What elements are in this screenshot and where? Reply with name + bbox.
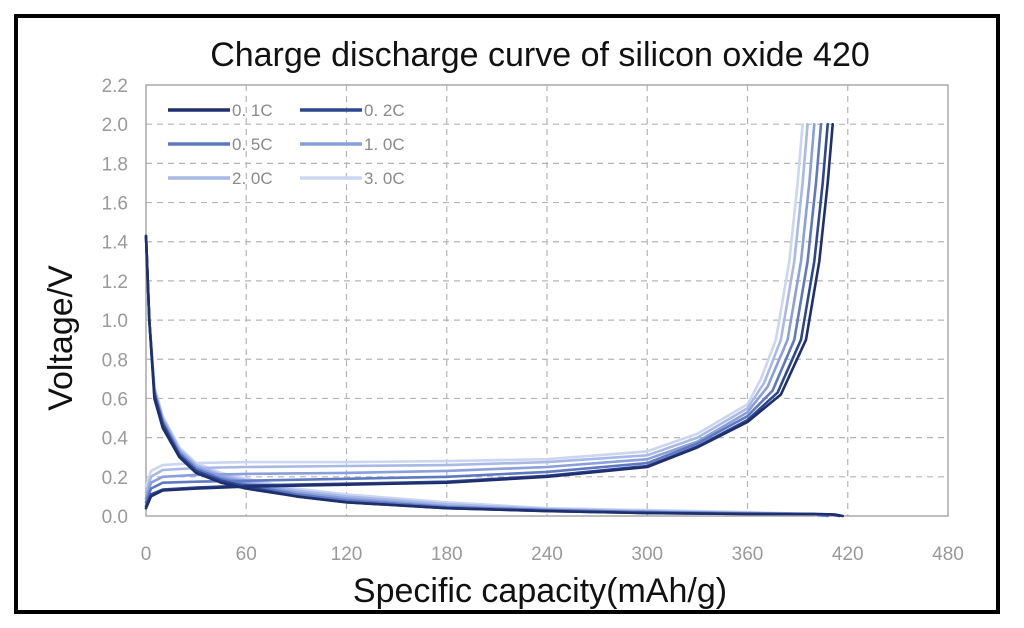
y-tick-label: 1.6	[102, 194, 128, 215]
legend-label: 0. 1C	[232, 101, 273, 120]
y-tick-label: 0.6	[102, 389, 128, 410]
legend-item: 0. 5C	[168, 135, 273, 154]
y-tick-label: 0.0	[102, 507, 128, 528]
x-tick-label: 180	[431, 544, 463, 565]
y-tick-label: 2.2	[102, 76, 128, 97]
x-tick-label: 240	[531, 544, 563, 565]
series-line-discharge	[144, 234, 845, 518]
plot-area	[145, 84, 949, 517]
legend: 0. 1C 0. 2C 0. 5C 1. 0C 2. 0C 3. 0C	[168, 101, 405, 188]
y-tick-label: 1.0	[102, 311, 128, 332]
series-layer	[144, 122, 845, 518]
grid	[146, 85, 948, 516]
legend-item: 0. 1C	[168, 101, 273, 120]
legend-item: 3. 0C	[300, 169, 405, 188]
y-tick-label: 1.4	[102, 233, 129, 254]
series-line-charge	[144, 122, 823, 504]
x-tick-label: 360	[732, 544, 764, 565]
x-tick-label: 120	[331, 544, 363, 565]
tick-labels: 0 60 120 180 240 300 360 420 480 0.0 0.2 0.4 0.6 0.8 1…	[102, 76, 964, 565]
legend-label: 1. 0C	[364, 135, 405, 154]
legend-label: 0. 2C	[364, 101, 405, 120]
legend-label: 3. 0C	[364, 169, 405, 188]
y-axis-label: Voltage/V	[42, 265, 80, 411]
y-tick-label: 2.0	[102, 115, 128, 136]
x-tick-label: 300	[631, 544, 663, 565]
legend-label: 2. 0C	[232, 169, 273, 188]
legend-item: 2. 0C	[168, 169, 273, 188]
series-line-charge	[144, 122, 804, 488]
x-tick-label: 420	[832, 544, 864, 565]
x-tick-label: 60	[236, 544, 257, 565]
series-line-charge	[144, 122, 835, 510]
y-tick-label: 0.4	[102, 429, 129, 450]
chart-title: Charge discharge curve of silicon oxide …	[210, 36, 870, 74]
legend-label: 0. 5C	[232, 135, 273, 154]
legend-item: 0. 2C	[300, 101, 405, 120]
x-axis-label: Specific capacity(mAh/g)	[353, 572, 727, 610]
y-tick-label: 0.2	[102, 468, 128, 489]
series-line-charge	[144, 122, 809, 494]
y-tick-label: 1.8	[102, 154, 128, 175]
series-line-charge	[144, 122, 816, 500]
x-tick-label: 0	[141, 544, 152, 565]
x-tick-label: 480	[932, 544, 964, 565]
y-tick-label: 1.2	[102, 272, 128, 293]
y-tick-label: 0.8	[102, 350, 128, 371]
legend-item: 1. 0C	[300, 135, 405, 154]
